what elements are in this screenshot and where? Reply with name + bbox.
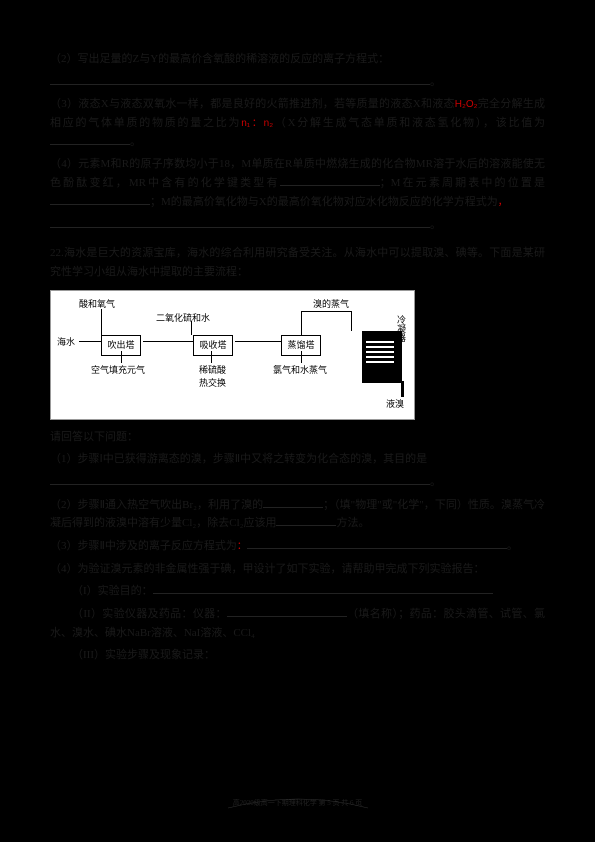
q21-prompt: （2）写出足量的Z与Y的最高价含氧酸的稀溶液的反应的离子方程式： [50,53,389,65]
q23-text: （4）元素M和R的原子序数均小于18，M单质在R单质中燃烧生成的化合物MR溶于水… [50,155,545,211]
page-footer: 高2020级高一下期理科化学 第 5 页 共 6 页 [228,794,368,812]
condenser: 冷凝器 [358,321,406,391]
blank-line [263,497,323,508]
blank-line [227,606,347,617]
n2: n₂ [264,118,273,129]
blank-line [276,515,336,526]
connector [301,311,302,335]
absorb-tower-box: 吸收塔 [193,335,233,356]
connector [79,341,101,342]
connector [351,311,352,331]
label-cl2-steam: 氯气和水蒸气 [273,363,327,378]
box3-label: 蒸馏塔 [287,340,314,350]
q23-answer-line: 。 [50,216,545,235]
n1: n₁ [241,118,250,129]
q26-label3: （III）实验步骤及现象记录： [50,646,545,665]
connector [143,341,193,342]
coil-segment [366,341,394,343]
label-air: 空气填充元气 [91,363,145,378]
q25-1: （1）步骤Ⅰ中已获得游离态的溴，步骤Ⅱ中又将之转变为化合态的溴，其目的是 [50,450,545,469]
blank-line [280,175,380,186]
q25-2: （2）步骤Ⅱ通入热空气吹出Br₂，利用了溴的；（填"物理"或"化学"，下同）性质… [50,496,545,533]
box2-label: 吸收塔 [199,340,226,350]
q24-num: 22. [50,247,64,259]
process-flow-diagram: 酸和氧气 海水 吹出塔 空气填充元气 二氧化硫和水 吸收塔 稀硫酸 热交换 蒸馏… [50,290,415,420]
period: 。 [430,476,441,488]
h2o2-formula: H₂O₂ [455,99,478,110]
label-liquid-bromine: 液溴 [386,397,404,412]
connector [121,351,122,363]
footer-text: 高2020级高一下期理科化学 第 5 页 共 6 页 [228,798,368,810]
label-acid-oxygen: 酸和氧气 [79,297,115,312]
suffix: 方法。 [336,517,369,529]
q25-2-text: （2）步骤Ⅱ通入热空气吹出Br₂，利用了溴的 [50,499,263,511]
q24-text: 海水是巨大的资源宝库，海水的综合利用研究备受关注。从海水中可以提取溴、碘等。下面… [50,247,545,278]
label-seawater: 海水 [57,335,75,350]
q22-prefix: （3）液态X与液态双氧水一样，都是良好的火箭推进剂，若等质量的液态X和液态 [50,98,455,110]
q22-suffix: （X分解生成气态单质和液态氢化物），该比值为 [273,117,545,129]
q23-mid: ；M在元素周期表中的位置是 [380,177,545,189]
q26-i: （I）实验目的： [72,585,153,597]
blank-line [50,134,130,145]
period: 。 [430,219,441,231]
blank-line [50,194,150,205]
blank-line [50,474,430,485]
connector [211,351,212,363]
blank-line [50,74,430,85]
condenser-coil [366,341,398,373]
label-br-vapor: 溴的蒸气 [313,297,349,312]
q26-label2: （II）实验仪器及药品：仪器：（填名称）；药品：胶头滴管、试管、氯水、溴水、碘水… [50,605,545,642]
blank-line [50,217,430,228]
q25-1-blank: 。 [50,473,545,492]
coil-segment [366,346,394,348]
q25-1-text: （1）步骤Ⅰ中已获得游离态的溴，步骤Ⅱ中又将之转变为化合态的溴，其目的是 [50,453,427,465]
coil-segment [366,356,394,358]
connector [301,351,302,363]
red-marker: ： [237,541,247,552]
box1-label: 吹出塔 [107,340,134,350]
connector [191,321,192,335]
label-so2-water: 二氧化硫和水 [156,311,210,326]
q25-3: （3）步骤Ⅱ中涉及的离子反应方程式为： 。 [50,537,545,556]
q26-prefix: （4）为验证溴元素的非金属性强于碘，甲设计了如下实验，请帮助甲完成下列实验报告： [50,560,545,579]
period: 。 [430,76,441,88]
q22-text: （3）液态X与液态双氧水一样，都是良好的火箭推进剂，若等质量的液态X和液态H₂O… [50,95,545,151]
coil-segment [366,351,394,353]
blank-line [153,583,493,594]
period: 。 [130,136,141,148]
q26-ii: （II）实验仪器及药品：仪器： [72,608,227,620]
q21-text: （2）写出足量的Z与Y的最高价含氧酸的稀溶液的反应的离子方程式： [50,50,545,69]
q21-answer-line: 。 [50,73,545,92]
q25-intro: 请回答以下问题： [50,428,545,447]
ratio-sep: ： [250,118,264,129]
q26-label1: （I）实验目的： [50,582,545,601]
coil-segment [366,361,394,363]
q23-answer-mid: ；M的最高价氧化物与X的最高价氧化物对应水化物反应的化学方程式为 [150,196,498,208]
connector [235,341,281,342]
condenser-outlet [401,381,404,397]
period: 。 [507,540,518,552]
label-heat-exchange: 热交换 [199,376,226,391]
connector [101,309,102,319]
red-marker: ， [498,197,508,208]
blank-line [247,538,507,549]
q24: 22.海水是巨大的资源宝库，海水的综合利用研究备受关注。从海水中可以提取溴、碘等… [50,244,545,281]
q25-3-text: （3）步骤Ⅱ中涉及的离子反应方程式为 [50,540,237,552]
